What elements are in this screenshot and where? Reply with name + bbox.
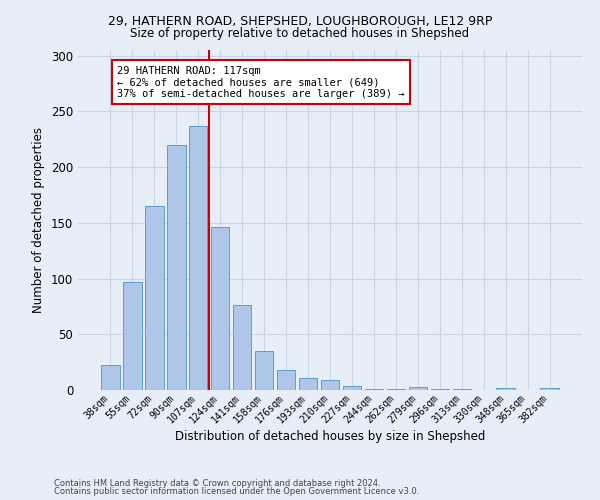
Bar xyxy=(431,389,449,390)
Bar xyxy=(277,370,295,390)
X-axis label: Distribution of detached houses by size in Shepshed: Distribution of detached houses by size … xyxy=(175,430,485,444)
Bar xyxy=(233,306,251,390)
Bar xyxy=(189,126,208,390)
Bar xyxy=(343,386,361,390)
Bar xyxy=(365,389,383,390)
Bar xyxy=(123,282,142,390)
Text: Contains public sector information licensed under the Open Government Licence v3: Contains public sector information licen… xyxy=(54,487,419,496)
Bar xyxy=(409,386,427,390)
Text: 29, HATHERN ROAD, SHEPSHED, LOUGHBOROUGH, LE12 9RP: 29, HATHERN ROAD, SHEPSHED, LOUGHBOROUGH… xyxy=(108,15,492,28)
Text: Size of property relative to detached houses in Shepshed: Size of property relative to detached ho… xyxy=(130,28,470,40)
Bar xyxy=(452,389,471,390)
Bar xyxy=(320,380,340,390)
Bar xyxy=(101,366,119,390)
Y-axis label: Number of detached properties: Number of detached properties xyxy=(32,127,46,313)
Text: 29 HATHERN ROAD: 117sqm
← 62% of detached houses are smaller (649)
37% of semi-d: 29 HATHERN ROAD: 117sqm ← 62% of detache… xyxy=(117,66,404,99)
Bar xyxy=(145,206,164,390)
Text: Contains HM Land Registry data © Crown copyright and database right 2024.: Contains HM Land Registry data © Crown c… xyxy=(54,478,380,488)
Bar xyxy=(541,388,559,390)
Bar xyxy=(167,145,185,390)
Bar xyxy=(386,389,405,390)
Bar xyxy=(211,227,229,390)
Bar xyxy=(299,378,317,390)
Bar xyxy=(496,388,515,390)
Bar xyxy=(255,351,274,390)
